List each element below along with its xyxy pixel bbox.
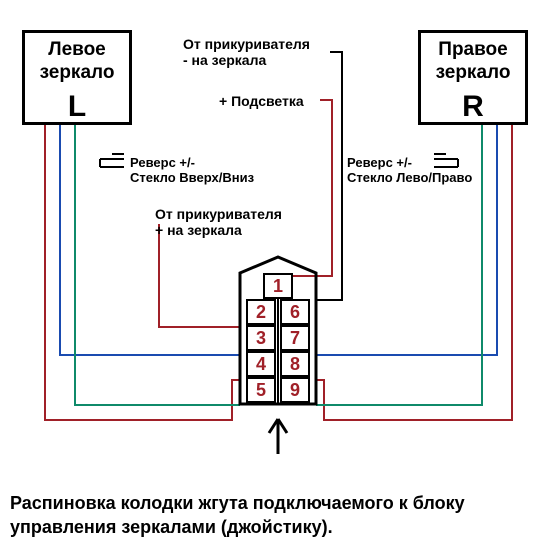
right-mirror-line2: зеркало xyxy=(421,62,525,85)
left-mirror-box: Левое зеркало L xyxy=(22,30,132,125)
connector-pin-9: 9 xyxy=(280,377,310,403)
connector-pin-8: 8 xyxy=(280,351,310,377)
left-mirror-line1: Левое xyxy=(25,39,129,62)
caption-line2: управления зеркалами (джойстику). xyxy=(10,517,549,538)
left-mirror-line2: зеркало xyxy=(25,62,129,85)
label-lighter-plus: От прикуривателя + на зеркала xyxy=(155,206,282,238)
label-reverse-right: Реверс +/- Стекло Лево/Право xyxy=(347,155,472,185)
connector-pin-6: 6 xyxy=(280,299,310,325)
right-mirror-line1: Правое xyxy=(421,39,525,62)
right-mirror-box: Правое зеркало R xyxy=(418,30,528,125)
connector-pin-4: 4 xyxy=(246,351,276,377)
connector-pin-3: 3 xyxy=(246,325,276,351)
connector-pin-5: 5 xyxy=(246,377,276,403)
connector-pin-2: 2 xyxy=(246,299,276,325)
connector-pin-7: 7 xyxy=(280,325,310,351)
connector-pin-1: 1 xyxy=(263,273,293,299)
label-reverse-left: Реверс +/- Стекло Вверх/Вниз xyxy=(130,155,254,185)
left-mirror-letter: L xyxy=(25,89,129,125)
label-lighter-minus: От прикуривателя - на зеркала xyxy=(183,36,310,68)
right-mirror-letter: R xyxy=(421,89,525,125)
label-plus-light: + Подсветка xyxy=(219,93,304,109)
caption-line1: Распиновка колодки жгута подключаемого к… xyxy=(10,493,549,514)
